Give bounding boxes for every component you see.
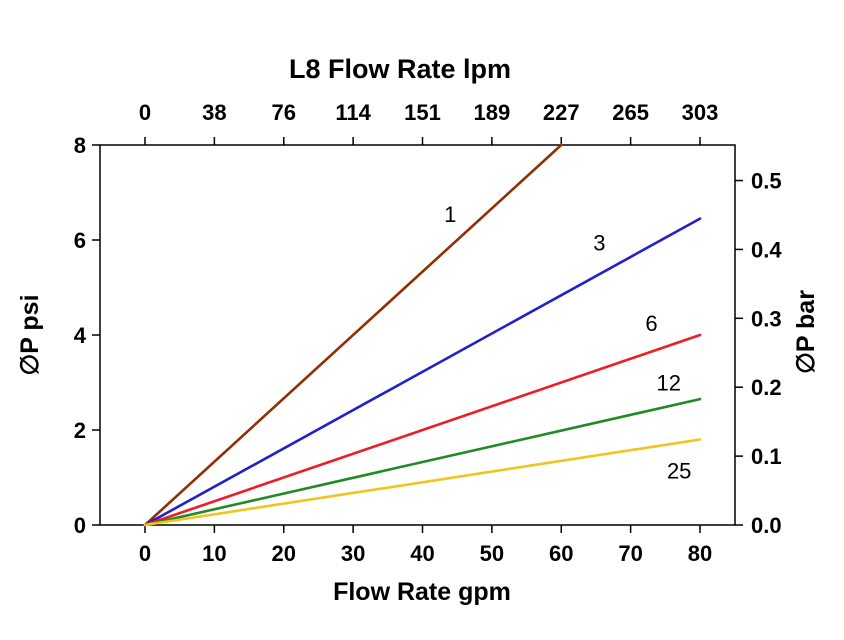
bottom-axis-tick-label: 50 — [480, 541, 504, 566]
series-label-25: 25 — [667, 458, 691, 483]
bottom-axis-tick-label: 70 — [618, 541, 642, 566]
series-label-3: 3 — [593, 230, 605, 255]
series-line-3 — [143, 217, 702, 527]
bottom-axis-tick-label: 80 — [688, 541, 712, 566]
right-axis-tick-label: 0.2 — [751, 375, 782, 400]
series-line-25 — [143, 438, 702, 527]
series-line-1 — [143, 143, 563, 527]
top-axis-tick-label: 38 — [202, 100, 226, 125]
series-line-12 — [143, 397, 702, 527]
series-line-6 — [143, 333, 702, 527]
axis-tick-labels: 0 10 20 30 40 50 60 70 800 38 76 114 151 189 227 265 303… — [74, 100, 783, 566]
bottom-axis-tick-label: 10 — [202, 541, 226, 566]
top-axis-tick-label: 114 — [335, 100, 371, 125]
bottom-axis-title: Flow Rate gpm — [333, 578, 511, 606]
top-axis-tick-label: 227 — [543, 100, 580, 125]
right-axis-title: ∅P bar — [792, 290, 820, 374]
top-axis-title: L8 Flow Rate lpm — [289, 54, 511, 84]
series-label-1: 1 — [444, 202, 456, 227]
top-axis-tick-label: 151 — [404, 100, 441, 125]
top-axis-tick-label: 0 — [139, 100, 151, 125]
top-axis-tick-label: 76 — [272, 100, 296, 125]
top-axis-tick-label: 303 — [682, 100, 719, 125]
left-axis-tick-label: 0 — [74, 513, 86, 538]
series-label-12: 12 — [657, 371, 681, 396]
right-axis-tick-label: 0.3 — [751, 306, 782, 331]
axis-ticks — [92, 137, 743, 533]
series-labels: 1 3 6 12 25 — [444, 202, 691, 484]
bottom-axis-tick-label: 0 — [139, 541, 151, 566]
right-axis-tick-label: 0.4 — [751, 237, 782, 262]
bottom-axis-tick-label: 30 — [341, 541, 365, 566]
top-axis-tick-label: 265 — [612, 100, 649, 125]
right-axis-tick-label: 0.1 — [751, 444, 782, 469]
left-axis-title: ∅P psi — [16, 294, 44, 375]
bottom-axis-tick-label: 20 — [272, 541, 296, 566]
left-axis-tick-label: 4 — [74, 323, 87, 348]
bottom-axis-tick-label: 40 — [410, 541, 434, 566]
right-axis-tick-label: 0.5 — [751, 169, 782, 194]
left-axis-tick-label: 6 — [74, 228, 86, 253]
left-axis-tick-label: 8 — [74, 133, 86, 158]
plot-area-border — [99, 144, 736, 526]
right-axis-tick-label: 0.0 — [751, 513, 782, 538]
left-axis-tick-label: 2 — [74, 418, 86, 443]
series-label-6: 6 — [645, 311, 657, 336]
top-axis-tick-label: 189 — [474, 100, 511, 125]
bottom-axis-tick-label: 60 — [549, 541, 573, 566]
series-lines — [143, 143, 702, 527]
